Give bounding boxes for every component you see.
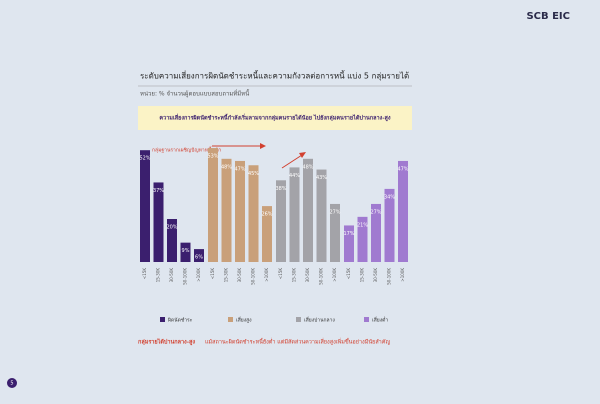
legend-label: เสี่ยงต่ำ: [372, 317, 388, 324]
bar: [248, 165, 259, 262]
value-label: 20%: [166, 225, 177, 231]
bar: [371, 203, 381, 262]
value-label: 27%: [370, 209, 381, 215]
x-tick-label: 50-100K: [319, 268, 324, 285]
value-label: 17%: [343, 231, 354, 237]
arrow-head: [260, 143, 266, 149]
banner: ความเสี่ยงการผิดนัดชำระหนี้กำลังเริ่มลาม…: [159, 113, 390, 123]
plot: 52% <15K 37% 15-30K 20% 30-50K 9% 50-100K 6% >100…: [139, 148, 409, 324]
value-label: 47%: [234, 166, 245, 172]
x-tick-label: >100K: [264, 268, 269, 282]
x-tick-label: 15-30K: [360, 268, 365, 283]
x-tick-label: 15-30K: [292, 268, 297, 283]
x-tick-label: >100K: [196, 268, 201, 282]
bar: [262, 206, 272, 262]
x-tick-label: 30-50K: [169, 268, 174, 283]
bar: [384, 188, 395, 262]
x-tick-label: 50-100K: [183, 268, 188, 285]
legend-swatch: [228, 317, 233, 322]
legend-label: เสี่ยงสูง: [236, 317, 252, 324]
value-label: 38%: [275, 186, 286, 192]
bar: [330, 203, 340, 262]
value-label: 52%: [139, 156, 150, 162]
value-label: 47%: [397, 166, 408, 172]
legend-label: ผิดนัดชำระ: [168, 317, 193, 324]
footnote: แม้สถานะผิดนัดชำระหนี้ยังต่ำ แต่มีสัดส่ว…: [205, 338, 390, 346]
value-label: 48%: [221, 164, 232, 170]
bar: [289, 167, 300, 262]
bar: [194, 249, 204, 262]
bar: [344, 225, 354, 262]
value-label: 34%: [384, 194, 395, 200]
page-number: 5: [10, 381, 13, 387]
bar: [208, 148, 218, 262]
x-tick-label: 30-50K: [373, 268, 378, 283]
value-label: 26%: [261, 212, 272, 218]
logo: SCB EIC: [526, 11, 570, 22]
x-tick-label: <15K: [346, 268, 351, 279]
arrow-head: [299, 152, 306, 158]
bar: [276, 180, 286, 262]
value-label: 45%: [248, 171, 259, 177]
value-label: 9%: [182, 248, 190, 254]
bar: [357, 216, 368, 262]
legend-swatch: [364, 317, 369, 322]
bar: [153, 182, 164, 262]
value-label: 44%: [289, 173, 300, 179]
chart-title: ระดับความเสี่ยงการผิดนัดชำระหนี้และความก…: [140, 70, 409, 81]
value-label: 6%: [195, 255, 203, 261]
annotation: กลุ่มฐานรากเผชิญปัญหาหนี้หนัก: [152, 145, 221, 154]
banner-box: [138, 106, 412, 130]
value-label: 48%: [302, 164, 313, 170]
value-label: 27%: [329, 209, 340, 215]
x-tick-label: <15K: [210, 268, 215, 279]
arrow: [281, 154, 303, 169]
value-label: 21%: [357, 222, 368, 228]
value-label: 37%: [153, 188, 164, 194]
chart-subtitle: หน่วย: % จำนวนผู้ตอบแบบสอบถามที่มีหนี้: [140, 88, 250, 98]
legend-swatch: [296, 317, 301, 322]
legend-swatch: [160, 317, 165, 322]
bar: [316, 169, 327, 262]
bar: [235, 160, 245, 262]
x-tick-label: 50-100K: [251, 268, 256, 285]
x-tick-label: 30-50K: [237, 268, 242, 283]
bar: [180, 242, 191, 262]
x-tick-label: <15K: [278, 268, 283, 279]
x-tick-label: >100K: [400, 268, 405, 282]
x-tick-label: <15K: [142, 268, 147, 279]
footnote-highlight: กลุ่มรายได้ปานกลาง-สูง: [138, 338, 195, 347]
value-label: 53%: [207, 154, 218, 160]
x-tick-label: 50-100K: [387, 268, 392, 285]
value-label: 43%: [316, 175, 327, 181]
bar: [398, 160, 408, 262]
bar: [167, 219, 177, 262]
x-tick-label: 15-30K: [224, 268, 229, 283]
x-tick-label: 30-50K: [305, 268, 310, 283]
bar: [303, 158, 313, 262]
x-tick-label: >100K: [332, 268, 337, 282]
bar: [221, 158, 232, 262]
bar: [140, 150, 150, 262]
page-badge: [7, 378, 17, 388]
x-tick-label: 15-30K: [156, 268, 161, 283]
legend-label: เสี่ยงปานกลาง: [304, 317, 335, 324]
